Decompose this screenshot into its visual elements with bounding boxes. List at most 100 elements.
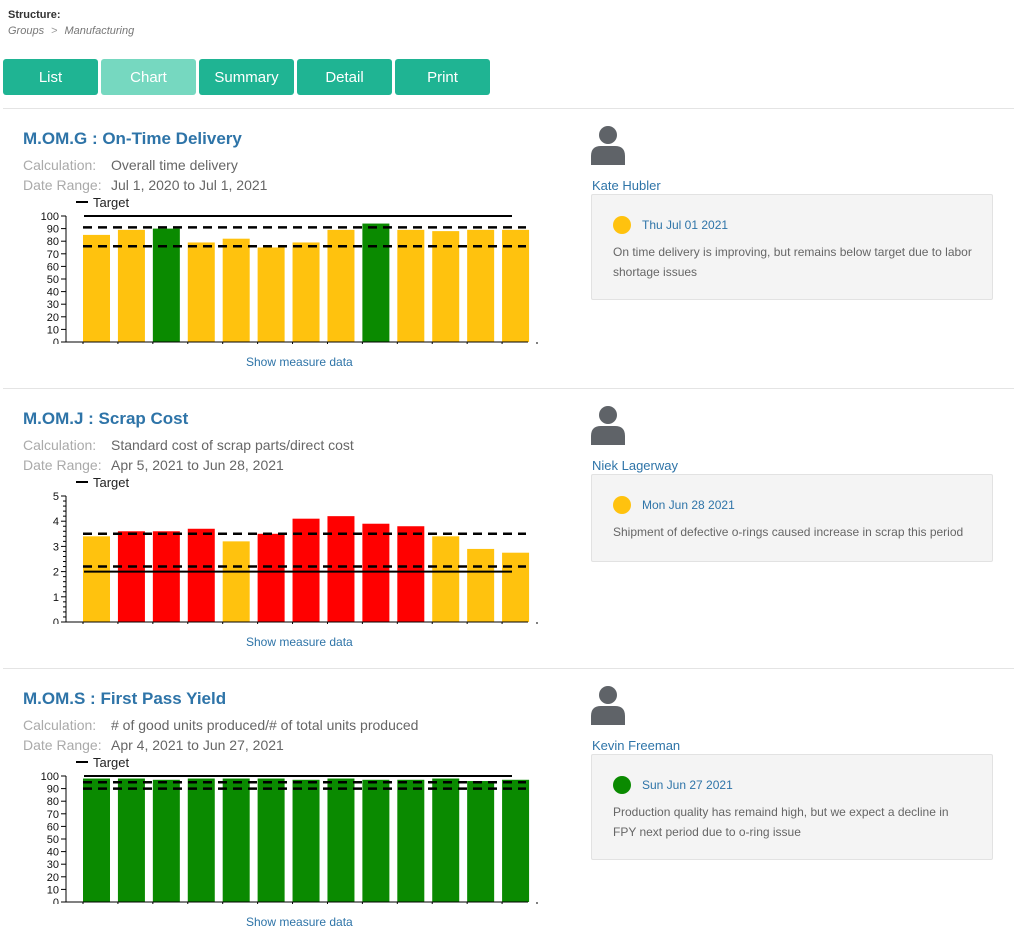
tab-list[interactable]: List	[3, 59, 98, 95]
bar[interactable]	[397, 526, 425, 622]
y-tick-label: 20	[47, 872, 59, 884]
bar[interactable]	[502, 229, 530, 342]
status-dot	[613, 216, 631, 234]
bar[interactable]	[397, 779, 425, 902]
y-tick-label: 40	[47, 287, 59, 299]
bar[interactable]	[502, 552, 530, 622]
bar[interactable]	[502, 779, 530, 902]
bar[interactable]	[467, 548, 495, 622]
bar[interactable]	[187, 528, 215, 622]
bar[interactable]	[83, 234, 110, 342]
y-tick-label: 30	[47, 299, 59, 311]
date-range-label: Date Range:	[23, 737, 102, 753]
bar[interactable]	[117, 778, 145, 902]
bar[interactable]	[257, 247, 285, 343]
measure-card-scrap-cost: M.OM.J : Scrap Cost Calculation: Standard…	[0, 389, 1024, 669]
breadcrumb-groups[interactable]: Groups	[8, 25, 45, 37]
bar[interactable]	[152, 228, 180, 342]
bar[interactable]	[152, 531, 180, 622]
bar[interactable]	[327, 778, 355, 902]
bar[interactable]	[292, 518, 320, 622]
bar[interactable]	[222, 541, 250, 622]
commentary-text: On time delivery is improving, but remai…	[613, 245, 972, 279]
owner-name-link[interactable]: Niek Lagerway	[592, 458, 678, 473]
breadcrumb-manufacturing[interactable]: Manufacturing	[64, 25, 135, 37]
user-icon	[591, 126, 625, 165]
y-tick-label: 50	[47, 274, 59, 286]
bar[interactable]	[117, 531, 145, 622]
status-dot	[613, 776, 631, 794]
bar[interactable]	[83, 778, 110, 902]
owner-name-link[interactable]: Kevin Freeman	[592, 738, 681, 753]
breadcrumb: Groups > Manufacturing	[8, 25, 134, 37]
user-icon	[591, 686, 625, 725]
bar[interactable]	[292, 242, 320, 342]
measure-title[interactable]: M.OM.J : Scrap Cost	[23, 409, 189, 428]
y-tick-label: 80	[47, 236, 59, 248]
bar[interactable]	[327, 516, 355, 622]
measure-title[interactable]: M.OM.S : First Pass Yield	[23, 689, 227, 708]
calculation-row: Calculation: Overall time delivery	[23, 157, 238, 173]
commentary-box: Mon Jun 28 2021 Shipment of defective o-…	[591, 474, 993, 562]
bar[interactable]	[257, 533, 285, 622]
y-tick-label: 1	[53, 592, 59, 604]
tab-print[interactable]: Print	[395, 59, 490, 95]
y-tick-label: 100	[41, 211, 59, 223]
tab-chart[interactable]: Chart	[101, 59, 196, 95]
y-tick-label: 0	[53, 337, 59, 344]
bar[interactable]	[292, 779, 320, 902]
date-range-value: Apr 5, 2021 to Jun 28, 2021	[111, 457, 284, 473]
y-tick-label: 4	[53, 516, 59, 528]
y-tick-label: 60	[47, 261, 59, 273]
measure-chart: Target 0 1 2 3 4 5	[53, 475, 538, 624]
calculation-value: Standard cost of scrap parts/direct cost	[111, 437, 354, 453]
legend-target-label: Target	[93, 475, 130, 490]
bar[interactable]	[432, 231, 460, 342]
owner-name-link[interactable]: Kate Hubler	[592, 178, 661, 193]
y-tick-label: 5	[53, 491, 59, 503]
y-tick-label: 60	[47, 821, 59, 833]
legend-target-label: Target	[93, 195, 130, 210]
bar[interactable]	[397, 229, 425, 342]
divider	[3, 108, 1014, 109]
bar[interactable]	[362, 779, 390, 902]
bar[interactable]	[187, 778, 215, 902]
bar[interactable]	[432, 778, 460, 902]
tab-summary[interactable]: Summary	[199, 59, 294, 95]
bar[interactable]	[117, 229, 145, 342]
commentary-text: Shipment of defective o-rings caused inc…	[613, 525, 964, 539]
measure-title[interactable]: M.OM.G : On-Time Delivery	[23, 129, 242, 148]
bar[interactable]	[83, 536, 110, 622]
bar[interactable]	[362, 223, 390, 342]
commentary-date-link[interactable]: Sun Jun 27 2021	[642, 778, 733, 792]
tab-detail[interactable]: Detail	[297, 59, 392, 95]
y-tick-label: 80	[47, 796, 59, 808]
date-range-value: Jul 1, 2020 to Jul 1, 2021	[111, 177, 268, 193]
show-measure-data-link[interactable]: Show measure data	[246, 355, 353, 369]
y-tick-label: 40	[47, 847, 59, 859]
bar[interactable]	[257, 778, 285, 902]
bar[interactable]	[222, 778, 250, 902]
structure-label: Structure:	[8, 9, 61, 21]
measure-card-on-time-delivery: M.OM.G : On-Time Delivery Calculation: Ov…	[0, 109, 1024, 389]
date-range-label: Date Range:	[23, 177, 102, 193]
commentary-box: Sun Jun 27 2021 Production quality has r…	[591, 754, 993, 860]
commentary-date-link[interactable]: Mon Jun 28 2021	[642, 498, 735, 512]
bar[interactable]	[432, 536, 460, 622]
bar[interactable]	[467, 781, 495, 902]
show-measure-data-link[interactable]: Show measure data	[246, 915, 353, 929]
view-tabs: List Chart Summary Detail Print	[3, 59, 490, 95]
bar[interactable]	[362, 523, 390, 622]
commentary-box: Thu Jul 01 2021 On time delivery is impr…	[591, 194, 993, 300]
bar[interactable]	[152, 779, 180, 902]
bar[interactable]	[222, 238, 250, 342]
bar[interactable]	[327, 229, 355, 342]
date-range-row: Date Range: Apr 4, 2021 to Jun 27, 2021	[23, 737, 284, 753]
commentary-text: Production quality has remaind high, but…	[613, 805, 949, 839]
bar[interactable]	[187, 242, 215, 342]
breadcrumb-separator: >	[51, 25, 58, 37]
commentary-date-link[interactable]: Thu Jul 01 2021	[642, 218, 729, 232]
bar[interactable]	[467, 229, 495, 342]
show-measure-data-link[interactable]: Show measure data	[246, 635, 353, 649]
